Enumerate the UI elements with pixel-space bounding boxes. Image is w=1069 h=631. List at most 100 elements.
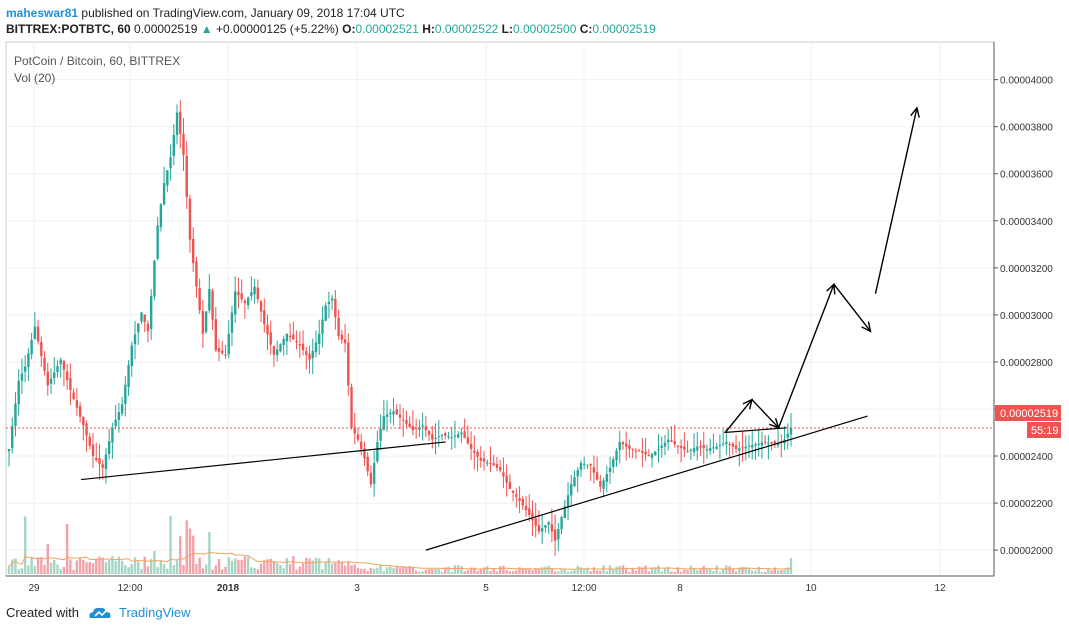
candle-body bbox=[78, 406, 82, 417]
candle-body bbox=[62, 361, 66, 370]
volume-bar bbox=[237, 559, 240, 574]
volume-bar bbox=[734, 571, 738, 574]
candle-body bbox=[240, 293, 243, 300]
x-tick-label: 3 bbox=[354, 583, 360, 594]
candle-body bbox=[718, 445, 722, 447]
candle-body bbox=[712, 447, 715, 449]
volume-bar bbox=[78, 557, 82, 574]
candle-body bbox=[266, 324, 269, 335]
volume-bar bbox=[301, 563, 305, 574]
candle-body bbox=[137, 323, 140, 333]
volume-bar bbox=[279, 565, 282, 574]
projection-arrowhead bbox=[910, 106, 920, 118]
candle-body bbox=[595, 472, 599, 480]
candle-body bbox=[721, 443, 725, 445]
volume-bar bbox=[227, 557, 230, 574]
ohlc-line: BITTREX:POTBTC, 60 0.00002519 ▲ +0.00000… bbox=[6, 22, 656, 36]
candle-body bbox=[363, 448, 366, 459]
candle-body bbox=[444, 433, 447, 436]
candle-body bbox=[505, 475, 508, 483]
volume-bar bbox=[75, 560, 79, 574]
candle-body bbox=[353, 427, 356, 434]
trendlines bbox=[81, 415, 868, 551]
candle-body bbox=[647, 455, 651, 457]
candle-body bbox=[392, 411, 395, 415]
volume-bar bbox=[786, 567, 789, 574]
volume-bar bbox=[521, 568, 524, 574]
candle-body bbox=[250, 292, 253, 296]
volume-bar bbox=[563, 569, 567, 574]
volume-bar bbox=[414, 570, 418, 574]
volume-bar bbox=[298, 566, 302, 574]
price-axis[interactable]: 0.00004000 0.00003800 0.00003600 0.00003400… bbox=[994, 76, 1053, 557]
volume-bar bbox=[424, 569, 428, 574]
volume-bar bbox=[305, 557, 308, 574]
volume-bar bbox=[240, 559, 243, 574]
footer: Created with TradingView bbox=[6, 605, 191, 620]
candle-body bbox=[689, 449, 693, 451]
candle-body bbox=[120, 404, 124, 414]
volume-bar bbox=[692, 567, 696, 574]
volume-bar bbox=[318, 558, 321, 574]
volume-bar bbox=[343, 565, 347, 574]
volume-bar bbox=[360, 568, 363, 574]
volume-bar bbox=[776, 570, 780, 574]
candle-body bbox=[489, 463, 492, 465]
candle-body bbox=[340, 334, 344, 340]
volume-bar bbox=[392, 567, 395, 574]
volume-bar bbox=[198, 557, 201, 574]
candle-body bbox=[469, 443, 473, 449]
candle-body bbox=[143, 314, 146, 322]
publisher-name[interactable]: maheswar81 bbox=[6, 6, 79, 20]
volume-bar bbox=[101, 557, 104, 574]
countdown-box bbox=[1027, 422, 1061, 438]
candle-body bbox=[770, 442, 773, 444]
volume-bar bbox=[547, 565, 550, 574]
volume-bar bbox=[482, 567, 486, 574]
candle-body bbox=[56, 366, 59, 373]
volume-bar bbox=[230, 560, 234, 574]
volume-bar bbox=[36, 557, 40, 574]
candle-body bbox=[204, 311, 208, 332]
volume-bar bbox=[114, 560, 117, 574]
candle-body bbox=[321, 319, 324, 334]
candle-body bbox=[282, 338, 285, 346]
volume-bar bbox=[618, 566, 621, 574]
candle-body bbox=[650, 453, 654, 458]
volume-bar bbox=[350, 565, 353, 574]
candle-body bbox=[301, 343, 305, 351]
volume-bar bbox=[751, 570, 754, 574]
volume-bar bbox=[146, 566, 150, 574]
volume-bar bbox=[495, 571, 499, 574]
volume-bar bbox=[747, 567, 751, 574]
time-axis[interactable]: 29 12:00 2018 3 5 12:00 8 10 12 bbox=[28, 583, 946, 594]
candle-body bbox=[663, 442, 667, 447]
volume-bar bbox=[243, 556, 247, 574]
volume-bar bbox=[637, 566, 641, 574]
volume-bar bbox=[469, 567, 473, 574]
tradingview-link[interactable]: TradingView bbox=[118, 605, 191, 620]
x-tick-label: 12:00 bbox=[571, 583, 596, 594]
price-chart[interactable]: 0.00004000 0.00003800 0.00003600 0.00003400… bbox=[0, 40, 1069, 600]
candle-body bbox=[634, 450, 638, 452]
projection-arrow-line bbox=[751, 399, 780, 429]
volume-bar bbox=[23, 516, 27, 574]
candle-body bbox=[644, 451, 647, 455]
volume-bar bbox=[188, 528, 192, 574]
volume-bar bbox=[30, 556, 33, 574]
volume-bar bbox=[330, 563, 334, 574]
volume-bar bbox=[508, 571, 512, 574]
candle-body bbox=[715, 446, 718, 449]
x-tick-label: 2018 bbox=[217, 583, 240, 594]
volume-bar bbox=[696, 570, 699, 574]
volume-bar bbox=[185, 520, 188, 574]
volume-bar bbox=[88, 562, 91, 574]
candle-body bbox=[676, 445, 680, 447]
volume-bar bbox=[502, 565, 505, 574]
candle-body bbox=[369, 472, 373, 485]
candle-body bbox=[696, 446, 699, 451]
candle-body bbox=[182, 133, 185, 155]
volume-bar bbox=[182, 564, 185, 574]
candle-body bbox=[431, 434, 434, 440]
x-tick-label: 12:00 bbox=[117, 583, 142, 594]
